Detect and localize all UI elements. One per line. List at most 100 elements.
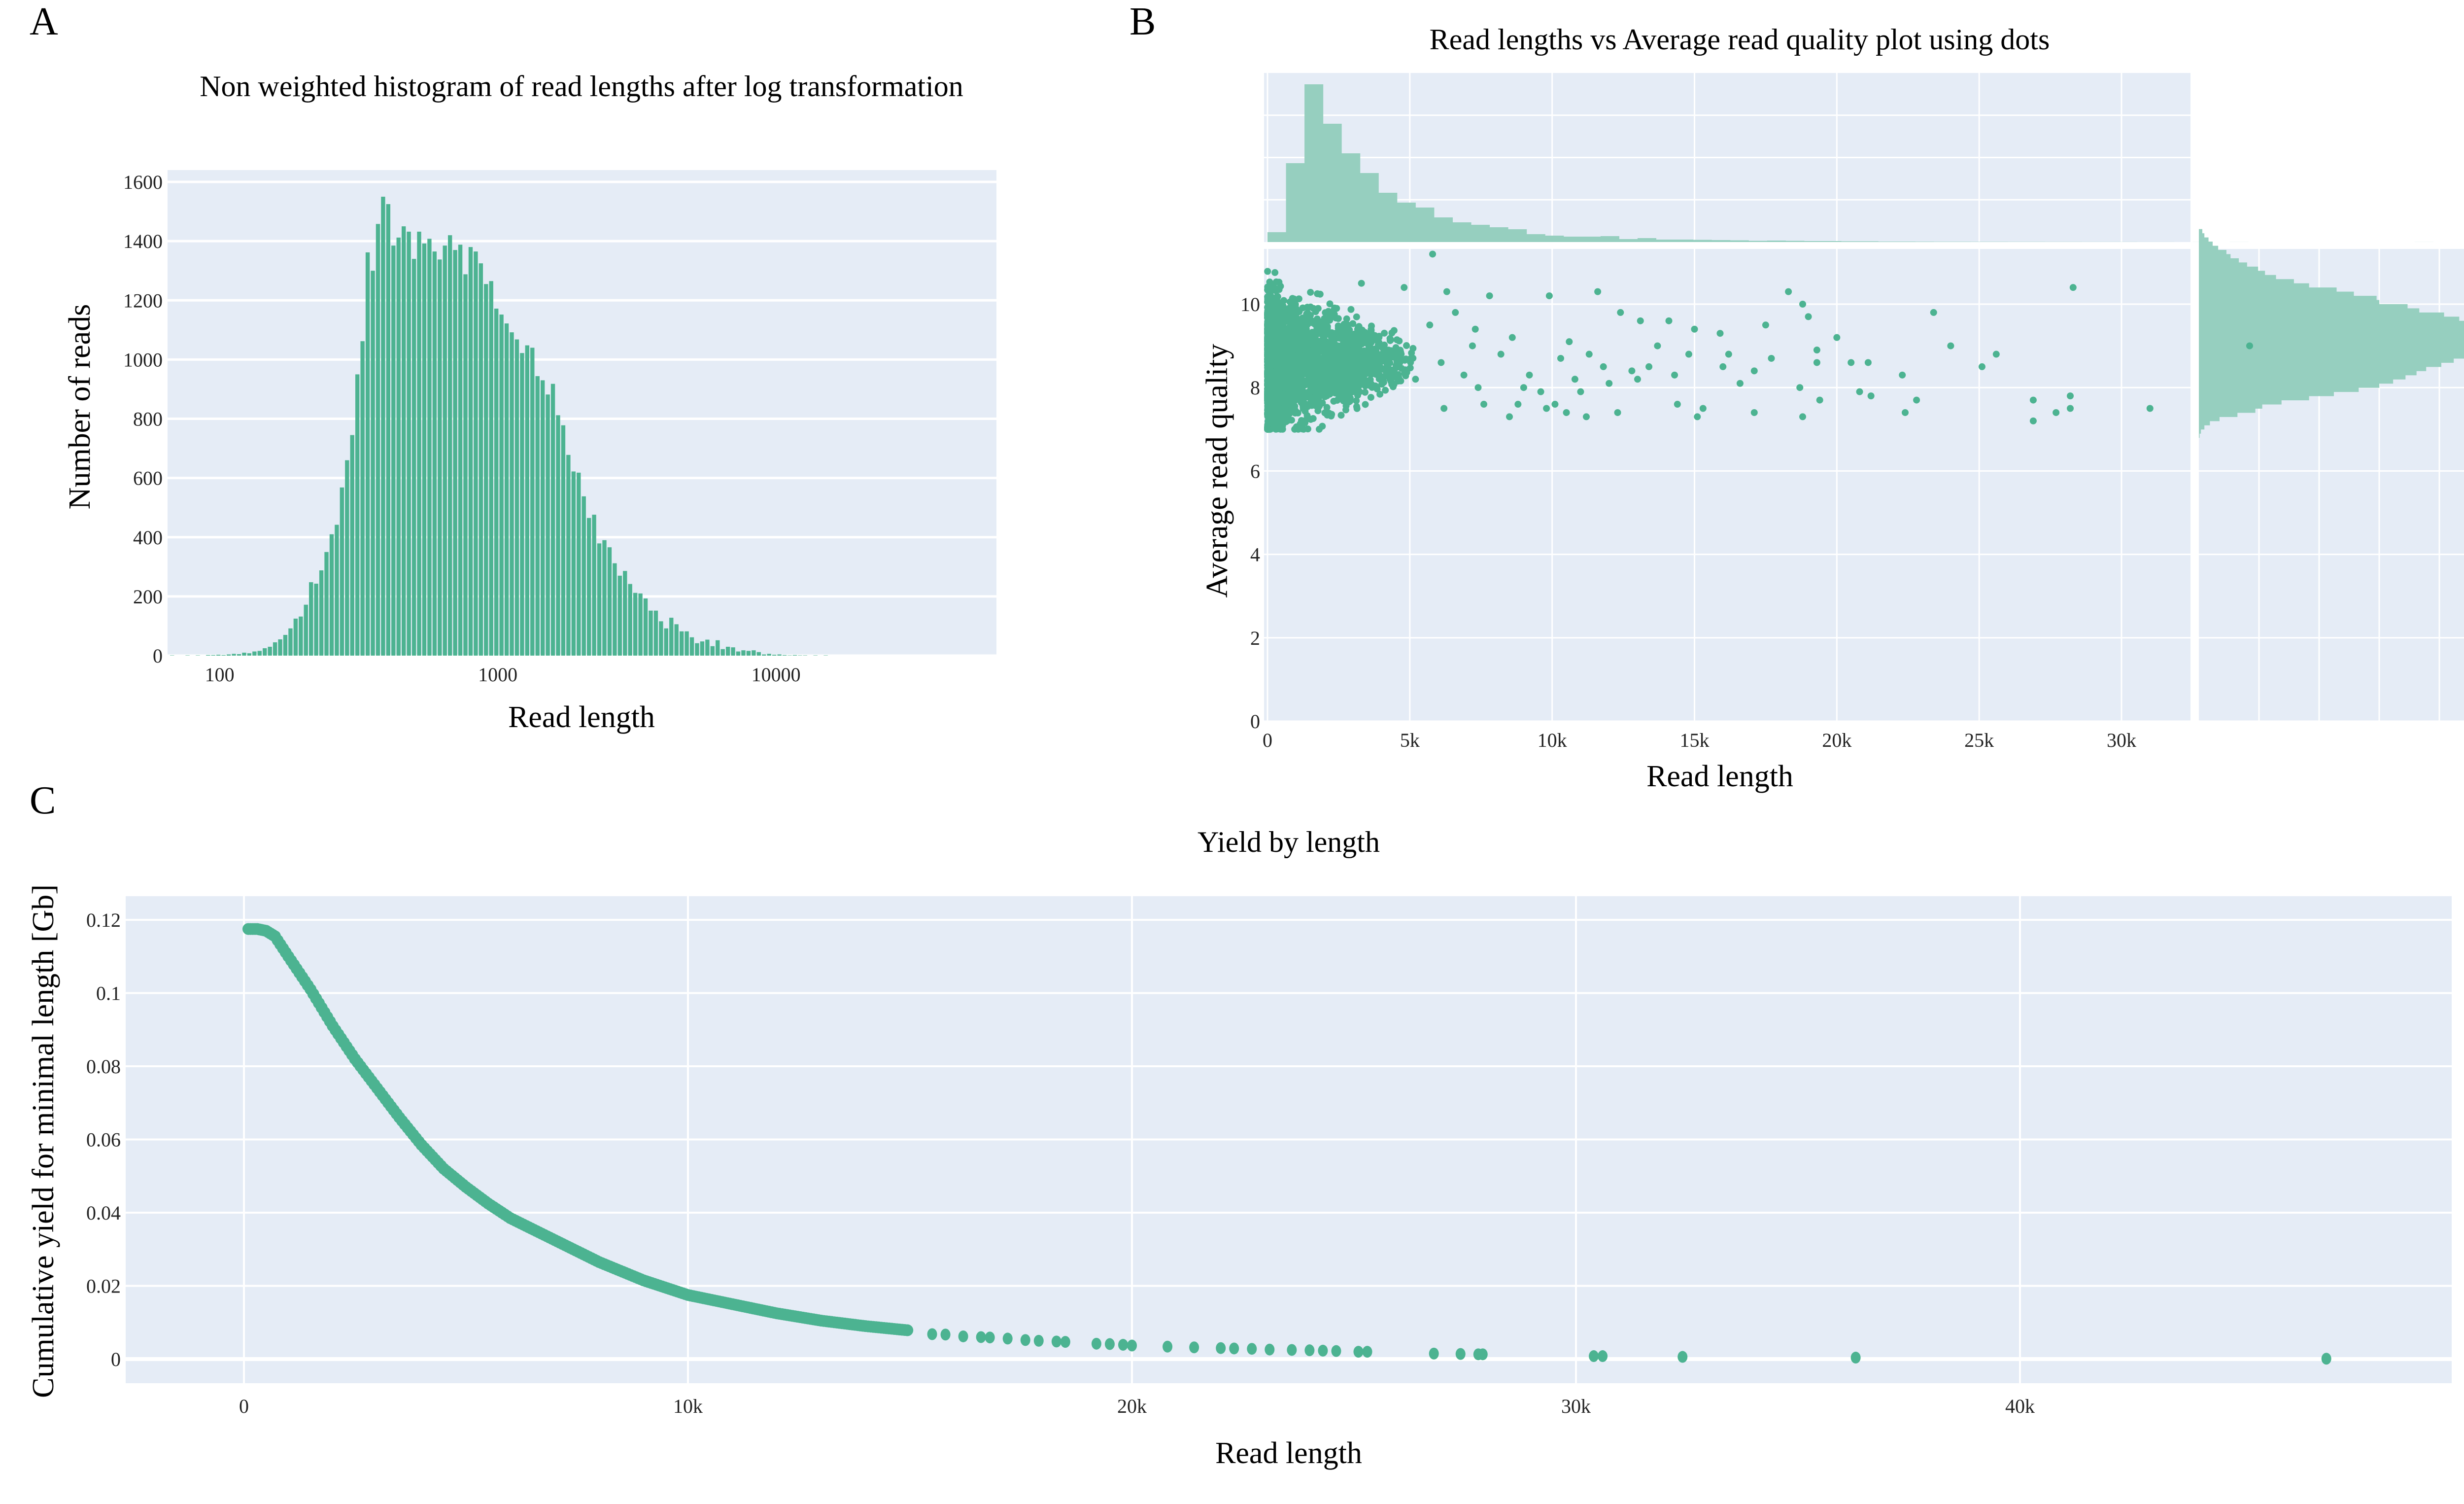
right-marginal-bar [2199, 362, 2441, 367]
right-marginal-bar [2199, 412, 2238, 417]
scatter-point [1309, 317, 1317, 325]
scatter-point [1272, 278, 1280, 285]
scatter-point [1264, 404, 1271, 412]
histogram-bar [468, 247, 473, 656]
scatter-point [1785, 288, 1792, 295]
panel-a-y-ticks: 0 200 400 600 800 1000 1200 1400 1600 [123, 171, 163, 667]
histogram-bar [504, 323, 509, 656]
panel-letter-c: C [30, 779, 56, 822]
histogram-bar [411, 259, 416, 656]
scatter-point [1268, 375, 1275, 382]
top-marginal-bar [1971, 242, 1989, 243]
scatter-point [1813, 359, 1820, 366]
histogram-bar [283, 634, 288, 656]
top-marginal-bar [1397, 203, 1416, 242]
yield-point [1002, 1332, 1013, 1345]
scatter-point [1359, 367, 1366, 375]
scatter-point [1390, 353, 1398, 361]
right-marginal-bar [2199, 425, 2205, 430]
yield-point [1331, 1345, 1341, 1357]
scatter-point [1628, 367, 1636, 375]
histogram-bar [674, 624, 679, 656]
scatter-point [1699, 405, 1707, 412]
panel-b-plot-area [1264, 249, 2190, 721]
histogram-bar [309, 582, 313, 656]
histogram-bar [628, 584, 632, 656]
scatter-point [1277, 411, 1284, 418]
histogram-bar [221, 655, 226, 656]
scatter-point [1373, 385, 1381, 393]
histogram-bar [582, 496, 586, 656]
yield-point [976, 1331, 986, 1343]
scatter-point [1600, 363, 1607, 370]
histogram-bar [185, 655, 190, 656]
scatter-point [1514, 401, 1522, 408]
histogram-bar [756, 652, 761, 656]
scatter-point [1805, 313, 1812, 320]
histogram-bar [689, 637, 694, 656]
scatter-point [1306, 312, 1314, 319]
right-marginal-bar [2199, 300, 2380, 305]
scatter-point [1353, 359, 1360, 367]
right-marginal-bar [2199, 404, 2262, 409]
y-tick-label: 200 [133, 586, 163, 608]
scatter-point [1331, 347, 1338, 354]
histogram-bar [762, 654, 766, 656]
right-marginal-bar [2199, 279, 2294, 284]
histogram-bar [355, 374, 360, 656]
scatter-point [1266, 366, 1274, 373]
yield-point [1118, 1339, 1128, 1351]
scatter-point [1273, 315, 1281, 323]
histogram-bar [340, 487, 344, 656]
panel-b-y-ticks: 0 2 4 6 8 10 [1240, 293, 1260, 733]
scatter-point [1353, 403, 1360, 410]
top-marginal-bar [1637, 238, 1657, 242]
scatter-point [1299, 400, 1306, 407]
histogram-bar [484, 284, 488, 656]
panel-c-x-axis-title: Read length [1215, 1436, 1362, 1470]
yield-point [1189, 1341, 1199, 1354]
yield-point [1318, 1344, 1328, 1357]
histogram-bar [226, 654, 231, 656]
scatter-point [2069, 284, 2077, 291]
histogram-bar [561, 425, 566, 656]
scatter-point [1331, 380, 1338, 387]
scatter-point [1480, 401, 1488, 408]
right-marginal-bar [2199, 271, 2265, 276]
right-marginal-bar [2199, 304, 2408, 309]
histogram-bar [458, 245, 463, 656]
scatter-point [1577, 388, 1584, 395]
top-marginal-bar [1489, 227, 1508, 242]
scatter-point [1614, 409, 1621, 416]
histogram-bar [746, 651, 751, 656]
histogram-bar [273, 642, 277, 656]
scatter-point [1368, 369, 1375, 376]
histogram-bar [607, 547, 612, 656]
scatter-point [1566, 338, 1573, 346]
scatter-point [1337, 412, 1345, 419]
top-marginal-bar [1323, 124, 1342, 242]
panel-b-right-marginal-histogram [2199, 229, 2464, 438]
scatter-point [1395, 357, 1403, 365]
histogram-bar [371, 271, 375, 656]
histogram-bar [566, 455, 571, 656]
right-marginal-bar [2199, 408, 2256, 413]
scatter-point [1372, 348, 1380, 355]
scatter-point [1338, 385, 1345, 392]
histogram-bar [381, 197, 385, 656]
yield-point [1362, 1346, 1372, 1358]
histogram-bar [499, 315, 504, 656]
histogram-bar [494, 309, 499, 656]
scatter-point [1269, 295, 1277, 302]
scatter-point [1326, 316, 1334, 324]
scatter-point [1408, 349, 1415, 356]
scatter-point [1342, 335, 1350, 343]
right-marginal-bar [2199, 387, 2359, 392]
scatter-point [1273, 387, 1280, 395]
x-tick-label: 30k [1561, 1395, 1591, 1417]
right-marginal-bar [2199, 312, 2444, 317]
top-marginal-bar [1711, 240, 1731, 242]
scatter-point [1325, 358, 1333, 366]
scatter-point [1376, 390, 1384, 398]
right-marginal-bar [2199, 266, 2259, 271]
